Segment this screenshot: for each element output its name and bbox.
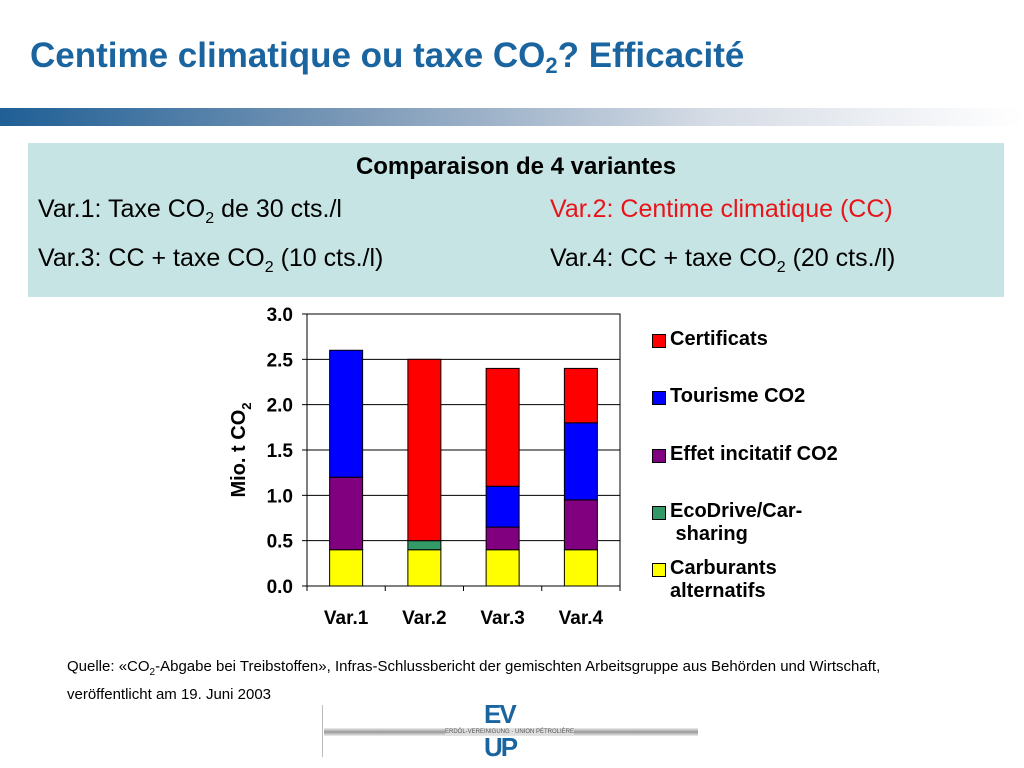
bar-segment-certificats (407, 358, 442, 542)
v3b: (10 cts./l) (273, 244, 384, 272)
x-category-label: Var.1 (324, 608, 369, 629)
bar-segment-effet-incitatif-co2 (329, 476, 364, 551)
v4sub: 2 (776, 259, 786, 276)
legend-label: Certificats (670, 328, 768, 350)
y-label-sub: 2 (239, 403, 254, 410)
logo-band-text: ERDÖL-VEREINIGUNG · UNION PÉTROLIÈRE (445, 729, 575, 735)
slide-title: Centime climatique ou taxe CO2? Efficaci… (30, 36, 744, 79)
src-sub: 2 (149, 667, 156, 678)
y-tick-label: 2.0 (267, 396, 293, 417)
variant-4: Var.4: CC + taxe CO2 (20 cts./l) (550, 244, 895, 277)
v1sub: 2 (205, 210, 215, 227)
title-gradient-bar (0, 108, 1024, 126)
evup-logo: ERDÖL-VEREINIGUNG · UNION PÉTROLIÈRE EV … (322, 699, 700, 762)
bar-segment-ecodrive-car-sharing (407, 540, 442, 551)
variants-heading: Comparaison de 4 variantes (355, 153, 677, 180)
bar-segment-tourisme-co2 (563, 422, 598, 501)
legend-swatch (652, 506, 666, 520)
src-a: Quelle: «CO (67, 658, 150, 675)
v3a: Var.3: CC + taxe CO (38, 244, 265, 272)
y-tick-label: 0.0 (267, 577, 293, 598)
bar-segment-effet-incitatif-co2 (485, 526, 520, 551)
v1a: Var.1: Taxe CO (38, 195, 206, 223)
title-rest: ? Efficacité (557, 36, 745, 75)
stacked-bar-chart: Mio. t CO2 0.0 0.5 1.0 1.5 2.0 2.5 3.0 Var.1 Var… (228, 305, 621, 629)
legend-label: EcoDrive/Car- sharing (670, 500, 803, 545)
y-tick-label: 1.0 (267, 486, 293, 507)
v4a: Var.4: CC + taxe CO (550, 244, 777, 272)
y-axis-label: Mio. t CO2 (228, 403, 254, 498)
y-tick-label: 1.5 (267, 441, 294, 462)
src-b: -Abgabe bei Treibstoffen», Infras-Schlus… (67, 658, 881, 703)
logo-rule (322, 705, 323, 757)
variant-1: Var.1: Taxe CO2 de 30 cts./l (38, 195, 342, 228)
title-subscript: 2 (545, 53, 558, 78)
bar-segment-carburants-alternatifs (563, 549, 598, 587)
bar-segment-carburants-alternatifs (329, 549, 364, 587)
bar-segment-carburants-alternatifs (407, 549, 442, 587)
x-category-label: Var.3 (480, 608, 524, 629)
bar-segment-certificats (485, 367, 520, 487)
v4b: (20 cts./l) (785, 244, 896, 272)
source-note: Quelle: «CO2-Abgabe bei Treibstoffen», I… (67, 656, 907, 706)
title-text: Centime climatique ou taxe CO (30, 36, 546, 75)
logo-up: UP (484, 732, 518, 762)
variant-2: Var.2: Centime climatique (CC) (550, 195, 893, 223)
legend-swatch (652, 334, 666, 348)
x-category-label: Var.2 (402, 608, 446, 629)
bar-segment-carburants-alternatifs (485, 549, 520, 587)
bar-segment-tourisme-co2 (485, 485, 520, 528)
bar-segment-tourisme-co2 (329, 349, 364, 478)
legend-label: Effet incitatif CO2 (670, 443, 838, 465)
v1b: de 30 cts./l (214, 195, 342, 223)
y-tick-label: 3.0 (267, 305, 293, 326)
x-category-label: Var.4 (559, 608, 604, 629)
legend-swatch (652, 563, 666, 577)
bar-segment-certificats (563, 367, 598, 424)
bar-segment-effet-incitatif-co2 (563, 499, 598, 551)
y-tick-label: 0.5 (267, 532, 294, 553)
legend-label: Carburants alternatifs (670, 557, 777, 602)
variant-3: Var.3: CC + taxe CO2 (10 cts./l) (38, 244, 383, 277)
legend-swatch (652, 391, 666, 405)
y-tick-label: 2.5 (267, 350, 294, 371)
variants-box: Comparaison de 4 variantes Var.1: Taxe C… (28, 143, 1004, 297)
v3sub: 2 (264, 259, 274, 276)
logo-ev: EV (484, 699, 517, 729)
legend-swatch (652, 449, 666, 463)
y-label-text: Mio. t CO (228, 410, 250, 498)
legend-label: Tourisme CO2 (670, 385, 806, 407)
